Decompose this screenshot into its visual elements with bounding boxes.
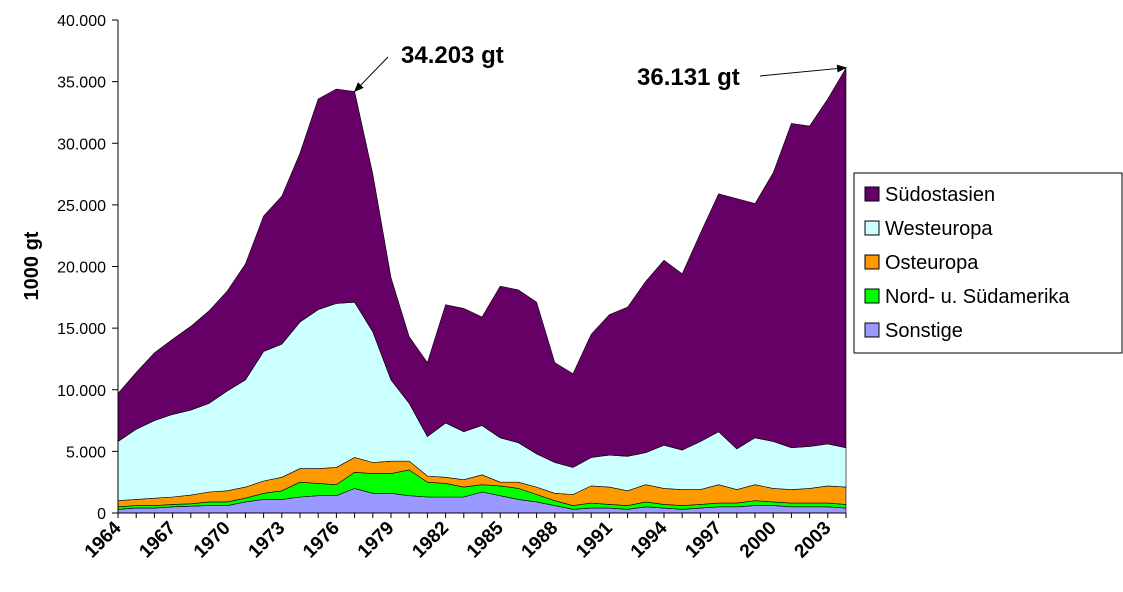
legend-swatch <box>864 254 880 270</box>
legend-label: Osteuropa <box>885 252 979 274</box>
x-tick-label: 1997 <box>681 518 726 563</box>
x-tick-label: 1964 <box>81 517 126 562</box>
x-tick-label: 1970 <box>190 518 235 563</box>
y-axis-label: 1000 gt <box>21 231 43 300</box>
area-südostasien <box>117 67 847 468</box>
x-tick-label: 2003 <box>791 518 836 563</box>
legend-label: Westeuropa <box>885 218 993 240</box>
x-tick-label: 1991 <box>572 517 617 562</box>
legend-swatch <box>864 288 880 304</box>
y-tick-label: 15.000 <box>57 321 106 338</box>
annotation-label: 34.203 gt <box>401 42 504 69</box>
x-tick-label: 1982 <box>408 518 453 563</box>
y-tick-label: 35.000 <box>57 75 106 92</box>
y-tick-label: 40.000 <box>57 13 106 30</box>
y-tick-label: 5.000 <box>66 444 106 461</box>
y-tick-label: 25.000 <box>57 198 106 215</box>
y-axis-ticks: 0 5.000 10.000 15.000 20.000 25.000 30.000 35.0… <box>57 13 118 523</box>
legend-label: Südostasien <box>885 184 995 206</box>
legend-swatch <box>864 322 880 338</box>
x-tick-label: 1967 <box>135 518 180 563</box>
x-tick-label: 1985 <box>463 517 508 562</box>
legend-swatch <box>864 186 880 202</box>
legend-label: Sonstige <box>885 320 963 342</box>
y-tick-label: 10.000 <box>57 383 106 400</box>
annotation-arrow <box>353 56 389 93</box>
annotations: 34.203 gt 36.131 gt <box>353 42 847 93</box>
x-tick-label: 1976 <box>299 518 344 563</box>
x-tick-label: 2000 <box>736 518 781 563</box>
x-tick-label: 1973 <box>245 518 290 563</box>
annotation-label: 36.131 gt <box>637 64 740 91</box>
x-tick-label: 1988 <box>518 518 563 563</box>
y-tick-label: 30.000 <box>57 136 106 153</box>
legend-box <box>853 172 1123 354</box>
y-tick-label: 20.000 <box>57 260 106 277</box>
legend-label: Nord- u. Südamerika <box>885 286 1070 308</box>
x-tick-label: 1979 <box>354 518 399 563</box>
x-tick-label: 1994 <box>627 517 672 562</box>
area-series-group <box>117 67 847 514</box>
y-tick-label: 0 <box>97 506 106 523</box>
legend: Südostasien Westeuropa Osteuropa Nord- u. S… <box>853 172 1123 354</box>
x-axis-ticks: 1964 1967 1970 1973 1976 1979 1982 1985 1988 1991… <box>81 513 847 563</box>
annotation-arrow <box>759 64 847 77</box>
legend-swatch <box>864 220 880 236</box>
